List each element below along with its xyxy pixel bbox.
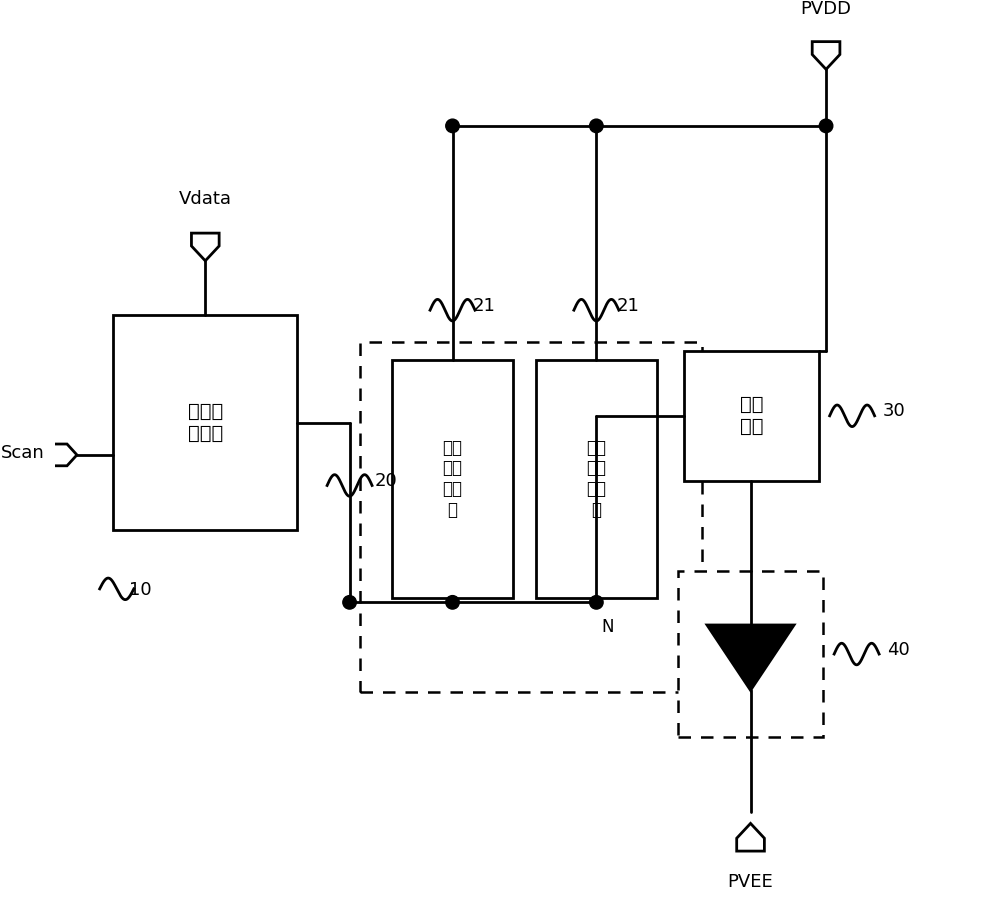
Text: N: N (602, 617, 614, 636)
Circle shape (343, 596, 356, 609)
Polygon shape (191, 233, 219, 261)
Text: 10: 10 (129, 581, 151, 598)
Text: 数据写
入模块: 数据写 入模块 (188, 402, 223, 443)
Text: 21: 21 (616, 297, 639, 315)
Circle shape (590, 119, 603, 133)
FancyBboxPatch shape (678, 571, 823, 737)
FancyBboxPatch shape (113, 315, 297, 530)
Polygon shape (707, 625, 794, 690)
Text: 20: 20 (374, 472, 397, 490)
Circle shape (590, 596, 603, 609)
FancyBboxPatch shape (392, 360, 513, 597)
FancyBboxPatch shape (536, 360, 657, 597)
FancyBboxPatch shape (684, 350, 819, 481)
Text: 稳压
存储
子模
块: 稳压 存储 子模 块 (586, 439, 606, 519)
Text: Scan: Scan (1, 444, 45, 462)
Text: 21: 21 (473, 297, 495, 315)
Polygon shape (50, 444, 77, 466)
Circle shape (446, 119, 459, 133)
FancyBboxPatch shape (360, 341, 702, 692)
Text: PVDD: PVDD (801, 0, 852, 18)
Text: 30: 30 (883, 402, 906, 420)
Text: 驱动
模块: 驱动 模块 (740, 395, 763, 437)
Polygon shape (812, 42, 840, 69)
Circle shape (446, 596, 459, 609)
Text: 40: 40 (887, 640, 910, 658)
Text: PVEE: PVEE (728, 873, 773, 891)
Text: Vdata: Vdata (179, 190, 232, 208)
Text: 稳压
存储
子模
块: 稳压 存储 子模 块 (443, 439, 463, 519)
Polygon shape (737, 824, 764, 851)
Circle shape (819, 119, 833, 133)
